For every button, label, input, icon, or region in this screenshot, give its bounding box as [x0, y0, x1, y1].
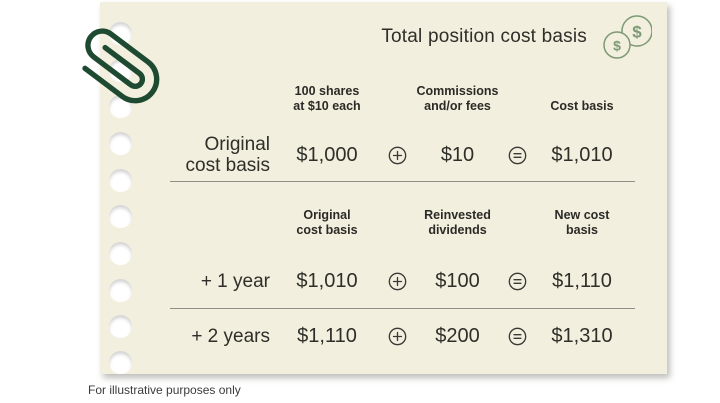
- header-line: at $10 each: [293, 99, 361, 113]
- plus-icon: [384, 327, 411, 346]
- table1-header-row: 100 shares at $10 each Commissions and/o…: [170, 80, 633, 114]
- header-line: and/or fees: [424, 99, 491, 113]
- paperclip-icon: [82, 28, 160, 104]
- equals-icon: [504, 272, 531, 291]
- original-value: $1,010: [296, 269, 358, 292]
- punch-hole: [109, 351, 132, 374]
- plus-icon: [384, 146, 411, 165]
- header-line: cost basis: [296, 223, 358, 237]
- table2-data-row-year1: + 1 year $1,010 $100 $1,110: [170, 256, 633, 306]
- original-value: $1,110: [297, 324, 357, 347]
- section-divider: [170, 308, 635, 309]
- equals-icon: [504, 327, 531, 346]
- punch-hole: [109, 279, 132, 302]
- header-line: Original: [303, 208, 351, 222]
- section-divider: [170, 181, 635, 182]
- punch-hole: [109, 242, 132, 265]
- punch-hole: [109, 205, 132, 228]
- column-header-shares: 100 shares at $10 each: [270, 80, 384, 114]
- fees-value: $10: [440, 143, 475, 166]
- table2-data-row-year2: + 2 years $1,110 $200 $1,310: [170, 313, 633, 359]
- new-cost-value: $1,310: [551, 324, 613, 347]
- notepad-paper: Total position cost basis $ $ 100 shares…: [100, 2, 667, 374]
- header-line: 100 shares: [294, 84, 360, 98]
- svg-text:$: $: [613, 38, 621, 54]
- row-label-line: Original: [204, 134, 270, 155]
- header-line: dividends: [428, 223, 487, 237]
- row-label-line: cost basis: [185, 155, 270, 176]
- table1-data-row: Original cost basis $1,000 $10 $1,010: [170, 128, 633, 182]
- title-row: Total position cost basis $ $: [381, 12, 652, 62]
- svg-text:$: $: [632, 23, 642, 42]
- shares-value: $1,000: [296, 143, 358, 166]
- table2-header-row: Original cost basis Reinvested dividends…: [170, 204, 633, 238]
- page-title: Total position cost basis: [381, 26, 587, 47]
- header-line: basis: [566, 223, 598, 237]
- header-line: Reinvested: [424, 208, 491, 222]
- column-header-commissions: Commissions and/or fees: [411, 80, 504, 114]
- equals-icon: [504, 146, 531, 165]
- new-cost-value: $1,110: [552, 269, 612, 292]
- dollar-coins-icon: $ $: [603, 15, 652, 59]
- header-line: New cost: [554, 208, 610, 222]
- column-header-original-cost-basis: Original cost basis: [270, 204, 384, 238]
- punch-hole: [109, 132, 132, 155]
- row-label-plus-1-year: + 1 year: [200, 270, 270, 292]
- punch-hole: [109, 169, 132, 192]
- punch-hole: [109, 315, 132, 338]
- dividends-value: $100: [435, 269, 480, 292]
- header-line: Cost basis: [550, 99, 614, 113]
- column-header-cost-basis: Cost basis: [531, 80, 633, 114]
- row-label-original-cost-basis: Original cost basis: [170, 134, 270, 176]
- header-line: Commissions: [416, 84, 499, 98]
- plus-icon: [384, 272, 411, 291]
- cost-basis-value: $1,010: [551, 143, 613, 166]
- row-label-plus-2-years: + 2 years: [191, 325, 270, 347]
- disclaimer-note: For illustrative purposes only: [88, 383, 241, 397]
- dividends-value: $200: [435, 324, 480, 347]
- column-header-reinvested-dividends: Reinvested dividends: [411, 204, 504, 238]
- column-header-new-cost-basis: New cost basis: [531, 204, 633, 238]
